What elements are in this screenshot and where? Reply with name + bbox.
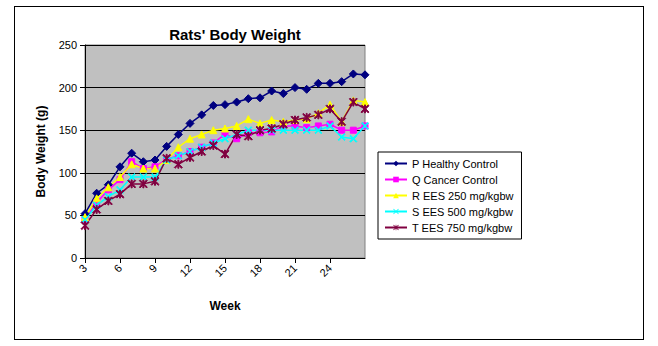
- svg-text:24: 24: [317, 262, 334, 279]
- svg-text:250: 250: [59, 39, 77, 51]
- svg-text:Week: Week: [209, 299, 240, 313]
- svg-text:6: 6: [111, 262, 124, 275]
- svg-text:Body Weight (g): Body Weight (g): [34, 106, 48, 198]
- svg-text:9: 9: [146, 262, 159, 275]
- svg-text:R EES 250 mg/kgbw: R EES 250 mg/kgbw: [412, 190, 514, 202]
- svg-text:200: 200: [59, 82, 77, 94]
- svg-text:18: 18: [247, 262, 264, 279]
- svg-text:0: 0: [71, 252, 77, 264]
- svg-text:150: 150: [59, 124, 77, 136]
- svg-text:3: 3: [76, 262, 89, 275]
- svg-text:Rats' Body Weight: Rats' Body Weight: [169, 26, 301, 43]
- svg-text:100: 100: [59, 167, 77, 179]
- svg-text:S EES 500 mg/kgbw: S EES 500 mg/kgbw: [412, 206, 513, 218]
- svg-text:T EES 750 mg/kgbw: T EES 750 mg/kgbw: [412, 222, 512, 234]
- svg-text:15: 15: [212, 262, 229, 279]
- svg-text:Q Cancer Control: Q Cancer Control: [412, 174, 498, 186]
- svg-text:21: 21: [282, 262, 299, 279]
- svg-text:50: 50: [65, 209, 77, 221]
- svg-text:P Healthy Control: P Healthy Control: [412, 158, 498, 170]
- svg-text:12: 12: [177, 262, 194, 279]
